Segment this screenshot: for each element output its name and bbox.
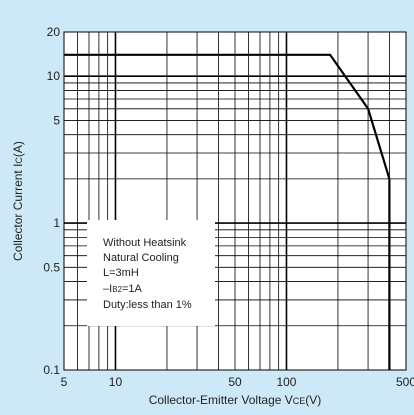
x-tick-label-0: 5 [61,375,68,389]
annotation-line-3: L=3mH [103,267,139,279]
annotation-line-4-prefix: –I [103,283,112,295]
grid-lines [64,32,406,370]
y-axis-label-main: Collector Current I [11,164,25,261]
x-axis-label-sub: CE [293,396,306,406]
y-tick-label-5: 20 [47,25,61,39]
annotation-line-5: Duty:less than 1% [103,299,192,311]
annotation-line-4-sub: B2 [112,285,122,294]
annotation-line-1: Without Heatsink [103,237,187,249]
plot-frame [63,31,407,371]
series-line-0 [64,53,391,370]
y-tick-label-3: 5 [53,113,60,127]
y-axis-label-sub: C [14,157,24,164]
x-tick-labels: 5 10 50 100 500 [61,375,414,389]
y-axis-label: Collector Current IC(A) [11,141,25,261]
y-tick-label-1: 0.5 [43,260,60,274]
annotation-line-4-suffix: =1A [122,283,143,295]
annotation-box: Without Heatsink Natural Cooling L=3mH –… [87,220,215,326]
annotation-line-4: –IB2=1A [103,283,143,295]
y-tick-labels: 0.1 0.5 1 5 10 20 [43,25,60,377]
x-tick-label-2: 50 [228,375,242,389]
y-tick-label-0: 0.1 [43,363,60,377]
x-axis-label: Collector-Emitter Voltage VCE(V) [149,393,322,407]
annotation-line-2: Natural Cooling [103,252,179,264]
x-axis-label-main: Collector-Emitter Voltage V [149,393,293,407]
series-group [64,53,391,370]
x-tick-label-3: 100 [276,375,296,389]
y-tick-label-2: 1 [53,216,60,230]
annotation-box-bg [87,220,215,326]
y-tick-label-4: 10 [47,69,61,83]
x-axis-label-unit: (V) [305,393,321,407]
x-tick-label-4: 500 [396,375,414,389]
y-axis-label-unit: (A) [11,141,25,157]
x-tick-label-1: 10 [109,375,123,389]
